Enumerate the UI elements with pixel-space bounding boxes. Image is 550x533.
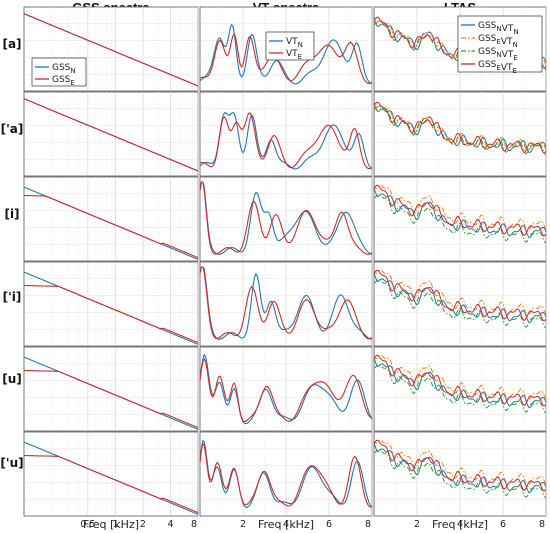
series-line-vt-N xyxy=(199,266,373,340)
legend-label: GSSEVTE xyxy=(478,60,517,75)
row-label-i-stressed: ['i] xyxy=(2,290,22,304)
panel-2-4 xyxy=(373,346,547,432)
series-line-gss-E xyxy=(23,13,199,87)
x-tick-label: 1 xyxy=(112,519,118,530)
x-tick-label: 8 xyxy=(365,519,371,530)
panel-0-4 xyxy=(23,346,199,432)
series-line-vt-E xyxy=(199,357,373,423)
panel-1-2 xyxy=(199,176,373,262)
series-line-ltas-2 xyxy=(373,105,547,155)
x-tick-label: 2 xyxy=(240,519,246,530)
legend-box xyxy=(31,57,87,87)
legend-label: GSSNVTN xyxy=(478,21,519,36)
series-line-ltas-1 xyxy=(373,354,547,402)
xlabel-vt: Freq [kHz] xyxy=(257,518,315,531)
series-line-ltas-3 xyxy=(373,354,547,407)
x-tick-label: 6 xyxy=(500,519,506,530)
x-tick-label: 8 xyxy=(191,519,197,530)
legend-box xyxy=(457,15,543,73)
series-line-vt-E xyxy=(199,442,373,508)
panel-1-1 xyxy=(199,91,373,177)
x-tick-label: 4 xyxy=(457,519,463,530)
series-line-gss-E xyxy=(23,454,199,514)
series-line-vt-N xyxy=(199,23,373,85)
panel-1-5 xyxy=(199,431,373,517)
series-line-ltas-0 xyxy=(373,356,547,409)
xlabel-gss: Freq [kHz] xyxy=(82,518,140,531)
series-line-ltas-1 xyxy=(373,439,547,487)
x-tick-label: 4 xyxy=(283,519,289,530)
legend-label: GSSEVTN xyxy=(478,34,518,49)
panel-0-3 xyxy=(23,261,199,347)
series-line-ltas-1 xyxy=(373,184,547,232)
row-label-a-stressed: ['a] xyxy=(0,122,24,136)
series-line-ltas-3 xyxy=(373,439,547,492)
x-tick-label: 8 xyxy=(539,519,545,530)
series-line-ltas-2 xyxy=(373,448,547,499)
x-tick-label: 0.5 xyxy=(80,519,95,530)
panel-1-3 xyxy=(199,261,373,347)
series-line-ltas-3 xyxy=(373,184,547,237)
panel-2-5 xyxy=(373,431,547,517)
series-line-vt-E xyxy=(199,33,373,84)
row-label-u: [u] xyxy=(2,372,22,386)
row-label-a: [a] xyxy=(2,37,22,51)
panel-2-3 xyxy=(373,261,547,347)
panel-0-1 xyxy=(23,91,199,177)
series-line-ltas-2 xyxy=(373,278,547,329)
legend-box xyxy=(265,31,315,61)
legend-label: GSSN xyxy=(52,63,76,75)
legend-label: GSSNVTE xyxy=(478,47,518,62)
series-line-vt-E xyxy=(199,266,373,340)
panel-2-1 xyxy=(373,91,547,177)
panel-0-2 xyxy=(23,176,199,262)
series-line-ltas-1 xyxy=(373,269,547,317)
series-line-ltas-0 xyxy=(373,271,547,324)
panel-1-4 xyxy=(199,346,373,432)
series-line-gss-E xyxy=(23,369,199,429)
series-line-ltas-3 xyxy=(373,269,547,322)
row-label-u-stressed: ['u] xyxy=(0,456,24,470)
series-line-gss-E xyxy=(23,98,199,172)
x-tick-label: 6 xyxy=(326,519,332,530)
legend-label: GSSE xyxy=(52,75,75,87)
series-line-ltas-3 xyxy=(373,101,547,154)
panel-0-5 xyxy=(23,431,199,517)
series-line-ltas-0 xyxy=(373,186,547,239)
series-line-gss-E xyxy=(23,194,199,259)
series-line-ltas-2 xyxy=(373,363,547,414)
series-line-vt-E xyxy=(199,112,373,170)
series-line-gss-E xyxy=(23,284,199,344)
series-line-ltas-2 xyxy=(373,193,547,244)
x-tick-label: 2 xyxy=(414,519,420,530)
xlabel-ltas: Freq [kHz] xyxy=(431,518,489,531)
panel-0-0 xyxy=(23,6,199,92)
series-line-vt-N xyxy=(199,353,373,425)
row-label-i: [i] xyxy=(4,207,20,221)
x-tick-label: 2 xyxy=(140,519,146,530)
x-tick-label: 4 xyxy=(167,519,173,530)
series-line-ltas-0 xyxy=(373,441,547,494)
panel-2-2 xyxy=(373,176,547,262)
series-line-vt-E xyxy=(199,181,373,255)
series-line-vt-N xyxy=(199,439,373,508)
